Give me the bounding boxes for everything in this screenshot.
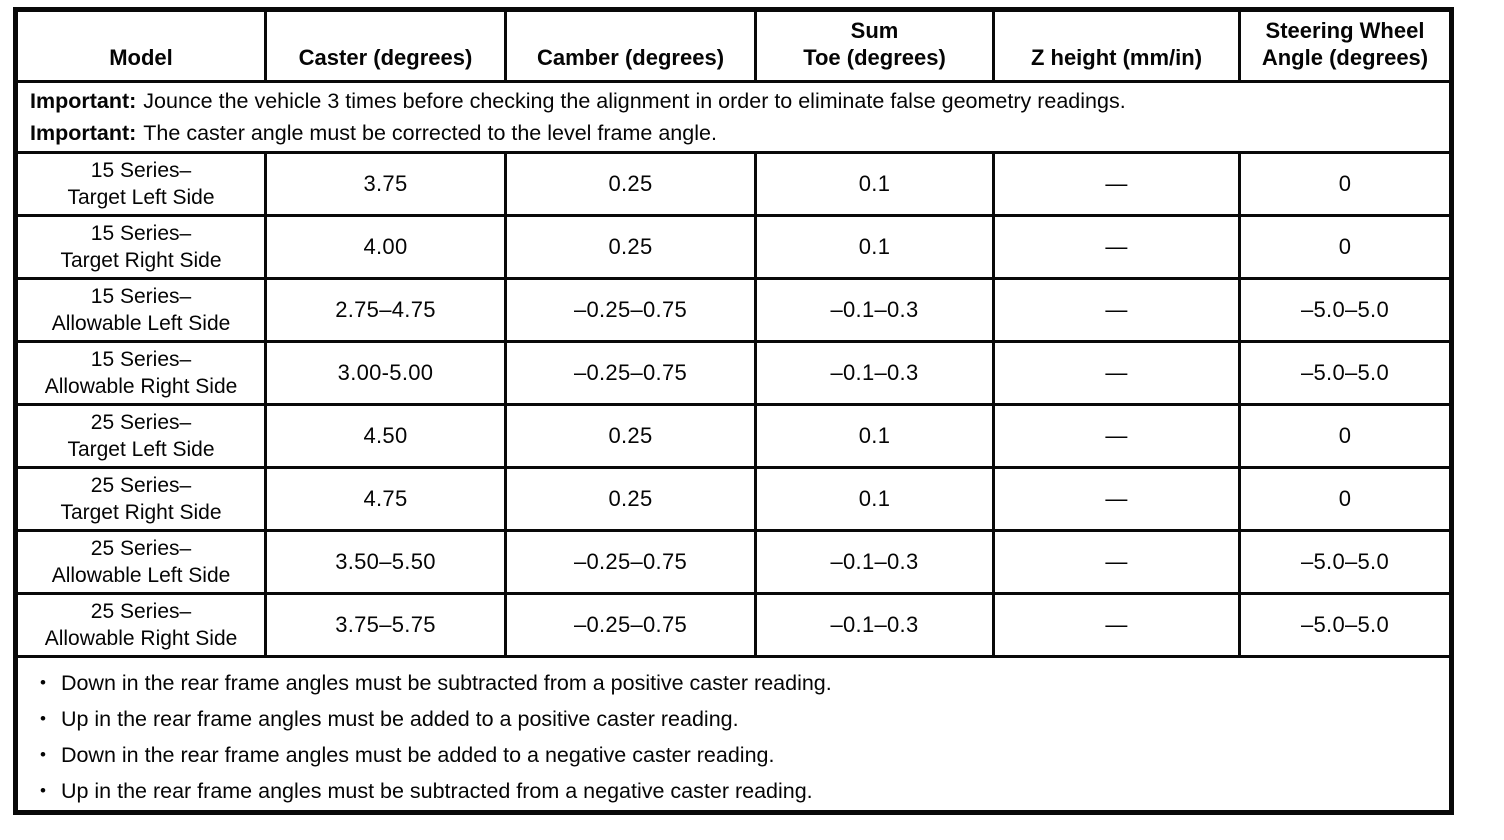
model-cell: 15 Series– Target Left Side bbox=[14, 151, 267, 217]
table-row: 25 Series– Allowable Right Side 3.75–5.7… bbox=[14, 592, 1453, 658]
sum-toe-cell: 0.1 bbox=[754, 151, 995, 217]
model-cell: 15 Series– Target Right Side bbox=[14, 214, 267, 280]
footnote-text: Down in the rear frame angles must be ad… bbox=[60, 743, 775, 767]
camber-cell: 0.25 bbox=[504, 466, 757, 532]
footnote-item: • Down in the rear frame angles must be a… bbox=[40, 738, 1449, 774]
model-cell: 25 Series– Allowable Right Side bbox=[14, 592, 267, 658]
z-height-cell: — bbox=[992, 403, 1241, 469]
caster-cell: 3.50–5.50 bbox=[264, 529, 507, 595]
sum-toe-cell: 0.1 bbox=[754, 403, 995, 469]
model-cell: 25 Series– Target Left Side bbox=[14, 403, 267, 469]
caster-cell: 2.75–4.75 bbox=[264, 277, 507, 343]
table-row: 15 Series– Target Left Side 3.75 0.25 0.… bbox=[14, 151, 1453, 217]
camber-cell: –0.25–0.75 bbox=[504, 529, 757, 595]
camber-cell: 0.25 bbox=[504, 151, 757, 217]
caster-cell: 3.75–5.75 bbox=[264, 592, 507, 658]
sum-toe-cell: –0.1–0.3 bbox=[754, 592, 995, 658]
table-row: 15 Series– Target Right Side 4.00 0.25 0… bbox=[14, 214, 1453, 280]
table-row: 25 Series– Target Left Side 4.50 0.25 0.… bbox=[14, 403, 1453, 469]
caster-cell: 4.75 bbox=[264, 466, 507, 532]
important-note: Important: The caster angle must be corre… bbox=[30, 117, 1449, 149]
caster-cell: 3.75 bbox=[264, 151, 507, 217]
model-cell: 15 Series– Allowable Left Side bbox=[14, 277, 267, 343]
camber-cell: 0.25 bbox=[504, 214, 757, 280]
col-header-caster: Caster (degrees) bbox=[264, 8, 507, 83]
steering-angle-cell: 0 bbox=[1238, 151, 1453, 217]
steering-angle-cell: –5.0–5.0 bbox=[1238, 529, 1453, 595]
footnote-text: Up in the rear frame angles must be adde… bbox=[60, 707, 739, 731]
table-row: 15 Series– Allowable Right Side 3.00-5.0… bbox=[14, 340, 1453, 406]
footnotes-row: • Down in the rear frame angles must be s… bbox=[14, 655, 1453, 814]
bullet-icon: • bbox=[40, 709, 46, 728]
important-text: Jounce the vehicle 3 times before checki… bbox=[143, 89, 1126, 113]
footnote-item: • Up in the rear frame angles must be add… bbox=[40, 702, 1449, 738]
table-row: 25 Series– Target Right Side 4.75 0.25 0… bbox=[14, 466, 1453, 532]
sum-toe-cell: –0.1–0.3 bbox=[754, 277, 995, 343]
sum-toe-cell: 0.1 bbox=[754, 214, 995, 280]
steering-angle-cell: –5.0–5.0 bbox=[1238, 340, 1453, 406]
col-header-steering-wheel-angle: Steering Wheel Angle (degrees) bbox=[1238, 8, 1453, 83]
bullet-icon: • bbox=[40, 673, 46, 692]
bullet-icon: • bbox=[40, 745, 46, 764]
model-cell: 15 Series– Allowable Right Side bbox=[14, 340, 267, 406]
table-row: 25 Series– Allowable Left Side 3.50–5.50… bbox=[14, 529, 1453, 595]
alignment-spec-table: Model Caster (degrees) Camber (degrees) … bbox=[13, 7, 1454, 815]
steering-angle-cell: –5.0–5.0 bbox=[1238, 277, 1453, 343]
camber-cell: 0.25 bbox=[504, 403, 757, 469]
steering-angle-cell: –5.0–5.0 bbox=[1238, 592, 1453, 658]
steering-angle-cell: 0 bbox=[1238, 466, 1453, 532]
model-cell: 25 Series– Target Right Side bbox=[14, 466, 267, 532]
z-height-cell: — bbox=[992, 214, 1241, 280]
col-header-sum-toe: Sum Toe (degrees) bbox=[754, 8, 995, 83]
camber-cell: –0.25–0.75 bbox=[504, 340, 757, 406]
important-notes-row: Important: Jounce the vehicle 3 times bef… bbox=[14, 80, 1453, 154]
important-text: The caster angle must be corrected to th… bbox=[143, 121, 717, 145]
sum-toe-cell: –0.1–0.3 bbox=[754, 340, 995, 406]
z-height-cell: — bbox=[992, 529, 1241, 595]
caster-cell: 4.00 bbox=[264, 214, 507, 280]
caster-cell: 4.50 bbox=[264, 403, 507, 469]
camber-cell: –0.25–0.75 bbox=[504, 277, 757, 343]
table-row: 15 Series– Allowable Left Side 2.75–4.75… bbox=[14, 277, 1453, 343]
steering-angle-cell: 0 bbox=[1238, 403, 1453, 469]
z-height-cell: — bbox=[992, 340, 1241, 406]
sum-toe-cell: 0.1 bbox=[754, 466, 995, 532]
sum-toe-cell: –0.1–0.3 bbox=[754, 529, 995, 595]
footnote-item: • Down in the rear frame angles must be s… bbox=[40, 666, 1449, 702]
steering-angle-cell: 0 bbox=[1238, 214, 1453, 280]
model-cell: 25 Series– Allowable Left Side bbox=[14, 529, 267, 595]
important-notes-cell: Important: Jounce the vehicle 3 times bef… bbox=[14, 80, 1453, 154]
bullet-icon: • bbox=[40, 781, 46, 800]
important-note: Important: Jounce the vehicle 3 times bef… bbox=[30, 85, 1449, 117]
important-label: Important: bbox=[30, 89, 137, 113]
z-height-cell: — bbox=[992, 277, 1241, 343]
footnote-item: • Up in the rear frame angles must be sub… bbox=[40, 774, 1449, 810]
footnotes-cell: • Down in the rear frame angles must be s… bbox=[14, 655, 1453, 814]
z-height-cell: — bbox=[992, 151, 1241, 217]
col-header-model: Model bbox=[14, 8, 267, 83]
footnote-text: Down in the rear frame angles must be su… bbox=[60, 671, 832, 695]
important-label: Important: bbox=[30, 121, 137, 145]
footnote-text: Up in the rear frame angles must be subt… bbox=[60, 779, 813, 803]
col-header-camber: Camber (degrees) bbox=[504, 8, 757, 83]
z-height-cell: — bbox=[992, 466, 1241, 532]
header-row: Model Caster (degrees) Camber (degrees) … bbox=[14, 8, 1453, 83]
caster-cell: 3.00-5.00 bbox=[264, 340, 507, 406]
camber-cell: –0.25–0.75 bbox=[504, 592, 757, 658]
z-height-cell: — bbox=[992, 592, 1241, 658]
col-header-z-height: Z height (mm/in) bbox=[992, 8, 1241, 83]
